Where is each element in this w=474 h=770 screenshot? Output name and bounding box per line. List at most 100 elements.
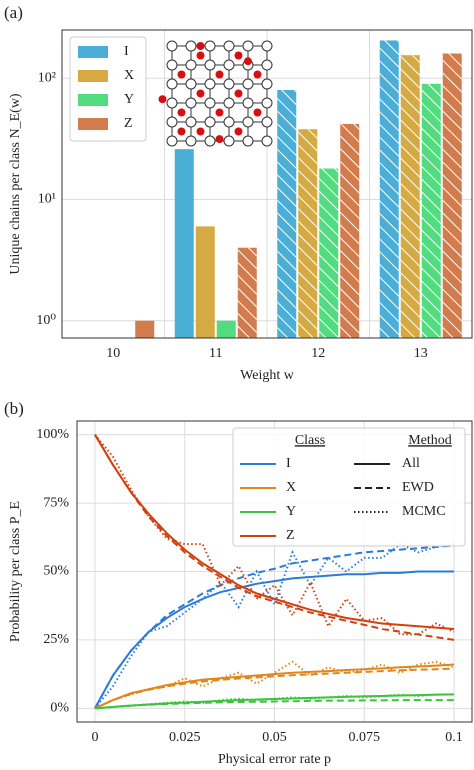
lattice-marker (215, 70, 224, 79)
lattice-node (242, 135, 254, 147)
y-tick-label: 10¹ (38, 192, 56, 207)
legend-label: X (124, 68, 134, 83)
lattice-marker (234, 51, 243, 60)
bar-hatch (400, 55, 420, 339)
legend-label: All (402, 456, 420, 471)
lattice-node (204, 78, 216, 90)
bar (195, 226, 215, 338)
lattice-node (261, 135, 273, 147)
x-tick-label: 10 (106, 346, 120, 361)
line-series (94, 434, 455, 641)
line-series (94, 667, 455, 710)
x-tick-label: 0.05 (262, 730, 287, 745)
bar-hatch (421, 83, 441, 338)
y-axis-label: Probability per class P_E (8, 501, 23, 642)
line-series (94, 542, 455, 709)
x-axis-label: Physical error rate p (218, 752, 331, 767)
lattice-node (261, 78, 273, 90)
legend-label: Z (124, 116, 133, 131)
legend-label: I (124, 44, 129, 59)
plot-frame (76, 420, 473, 723)
y-tick-label: 0% (50, 701, 69, 716)
legend-box (232, 427, 466, 547)
lattice-marker (196, 127, 205, 136)
legend-label: Y (286, 504, 296, 519)
line-series (94, 544, 455, 709)
y-tick-label: 10⁰ (36, 313, 56, 328)
lattice-marker (177, 108, 186, 117)
legend-swatch (78, 94, 108, 106)
legend-label: MCMC (402, 504, 446, 519)
lattice-node (166, 97, 178, 109)
panel-b: (b) 0% 25% 50% 75% 100% 0 0.025 0.05 0.075 0.1 Phys… (4, 399, 473, 767)
lattice-marker (196, 51, 205, 60)
y-tick-label: 25% (43, 632, 69, 647)
line-series (94, 434, 455, 630)
lattice-node (166, 59, 178, 71)
line-series (94, 693, 455, 710)
lattice-node (242, 116, 254, 128)
x-tick-label: 0.025 (169, 730, 201, 745)
legend-label: I (286, 456, 291, 471)
lattice-node (261, 59, 273, 71)
lattice-node (185, 78, 197, 90)
lattice-marker (177, 127, 186, 136)
bar-hatch (237, 247, 257, 338)
x-tick-label: 12 (311, 346, 325, 361)
lattice-node (185, 59, 197, 71)
lattice-marker (244, 57, 252, 66)
lattice-marker (196, 42, 205, 50)
panel-a: (a) 10⁰ 10¹ 10² 10 11 12 13 Weight w Unique chain… (4, 3, 473, 383)
y-tick-label: 10² (38, 70, 56, 85)
lattice-node (204, 135, 216, 147)
y-axis-label: Unique chains per class N_E(w) (8, 93, 23, 275)
x-tick-label: 0 (91, 730, 98, 745)
lattice-node (242, 78, 254, 90)
bar (216, 320, 236, 338)
lattice-node (185, 135, 197, 147)
lattice-node (242, 40, 254, 52)
legend-title: Method (408, 433, 452, 448)
lattice-marker (253, 70, 262, 79)
legend-label: X (286, 480, 296, 495)
lattice-marker (215, 135, 224, 144)
lattice-marker (234, 127, 243, 136)
bar-hatch (340, 123, 360, 338)
legend-swatch (78, 70, 108, 82)
lattice-node (223, 40, 235, 52)
lattice-node (223, 135, 235, 147)
lattice-marker (253, 108, 262, 117)
legend-label: Y (124, 92, 134, 107)
lattice-node (185, 40, 197, 52)
lattice-node (185, 97, 197, 109)
lattice-node (166, 116, 178, 128)
inset-lattice (158, 40, 273, 147)
lattice-node (223, 116, 235, 128)
legend-title: Class (295, 433, 325, 448)
y-tick-label: 75% (43, 495, 69, 510)
lattice-node (204, 97, 216, 109)
line-series (94, 699, 455, 710)
x-tick-label: 13 (414, 346, 428, 361)
lattice-node (261, 116, 273, 128)
lattice-node (204, 116, 216, 128)
lattice-node (261, 40, 273, 52)
lattice-node (223, 59, 235, 71)
lattice-node (261, 97, 273, 109)
lattice-node (242, 97, 254, 109)
legend-swatch (78, 46, 108, 58)
lattice-node (166, 40, 178, 52)
lattice-node (204, 40, 216, 52)
bar (174, 149, 194, 338)
lattice-marker (177, 70, 186, 79)
lattice-node (223, 97, 235, 109)
lattice-marker (215, 108, 224, 117)
x-tick-label: 11 (209, 346, 222, 361)
panel-label: (b) (4, 399, 24, 418)
lattice-node (204, 59, 216, 71)
lattice-node (223, 78, 235, 90)
lattice-marker (234, 89, 243, 98)
x-tick-label: 0.1 (445, 730, 463, 745)
x-axis-label: Weight w (240, 368, 295, 383)
